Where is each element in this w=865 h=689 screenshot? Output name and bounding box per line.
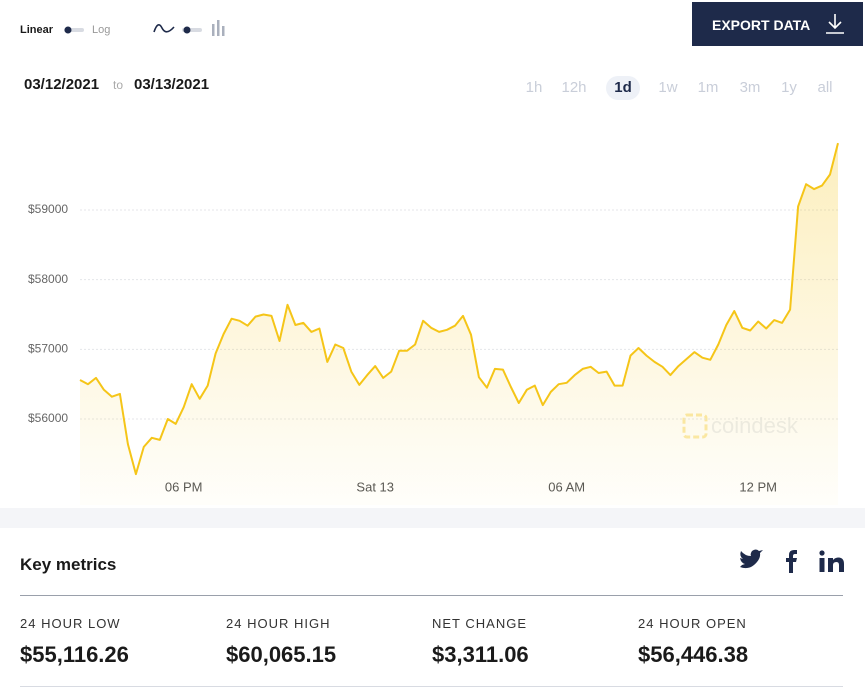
- export-label: EXPORT DATA: [712, 17, 811, 33]
- metric-label: NET CHANGE: [432, 616, 527, 631]
- linkedin-icon[interactable]: [819, 550, 844, 572]
- metric-label: 24 HOUR LOW: [20, 616, 121, 631]
- y-tick-label: $58000: [28, 272, 68, 286]
- y-tick-label: $56000: [28, 411, 68, 425]
- social-icons: [740, 549, 844, 573]
- section-divider: [0, 508, 865, 528]
- range-button[interactable]: 1h: [525, 79, 543, 96]
- metric-value: $60,065.15: [226, 642, 337, 667]
- metric-value: $3,311.06: [432, 642, 529, 667]
- metric-label: 24 HOUR OPEN: [638, 616, 747, 631]
- metrics-rule: [20, 595, 843, 596]
- area-fill: [80, 143, 838, 505]
- metrics-bottom-rule: [20, 686, 843, 687]
- scale-toggle[interactable]: [62, 24, 86, 36]
- price-line: [79, 142, 839, 476]
- range-button[interactable]: 1m: [697, 79, 719, 96]
- range-button[interactable]: 1w: [658, 79, 678, 96]
- metric-label: 24 HOUR HIGH: [226, 616, 331, 631]
- y-tick-label: $57000: [28, 342, 68, 356]
- metric-value: $55,116.26: [20, 642, 129, 667]
- range-button[interactable]: 12h: [561, 79, 587, 96]
- scale-log[interactable]: Log: [92, 24, 111, 36]
- y-tick-label: $59000: [28, 202, 68, 216]
- export-button[interactable]: EXPORT DATA: [692, 2, 863, 46]
- range-button[interactable]: 3m: [739, 79, 761, 96]
- key-metrics-title: Key metrics: [20, 555, 117, 574]
- chart-style-toggle[interactable]: [150, 18, 232, 40]
- metric-value: $56,446.38: [638, 642, 749, 667]
- date-to: 03/13/2021: [134, 76, 210, 93]
- scale-linear[interactable]: Linear: [20, 24, 54, 36]
- range-button[interactable]: all: [817, 79, 833, 96]
- date-separator: to: [113, 78, 124, 92]
- date-from: 03/12/2021: [24, 76, 100, 93]
- chart: coindesk $56000$57000$58000$5900006 PMSa…: [28, 142, 839, 505]
- range-button[interactable]: 1y: [781, 79, 797, 96]
- twitter-icon[interactable]: [740, 549, 763, 569]
- download-icon: [826, 14, 844, 34]
- range-button[interactable]: 1d: [606, 76, 640, 100]
- facebook-icon[interactable]: [786, 550, 797, 573]
